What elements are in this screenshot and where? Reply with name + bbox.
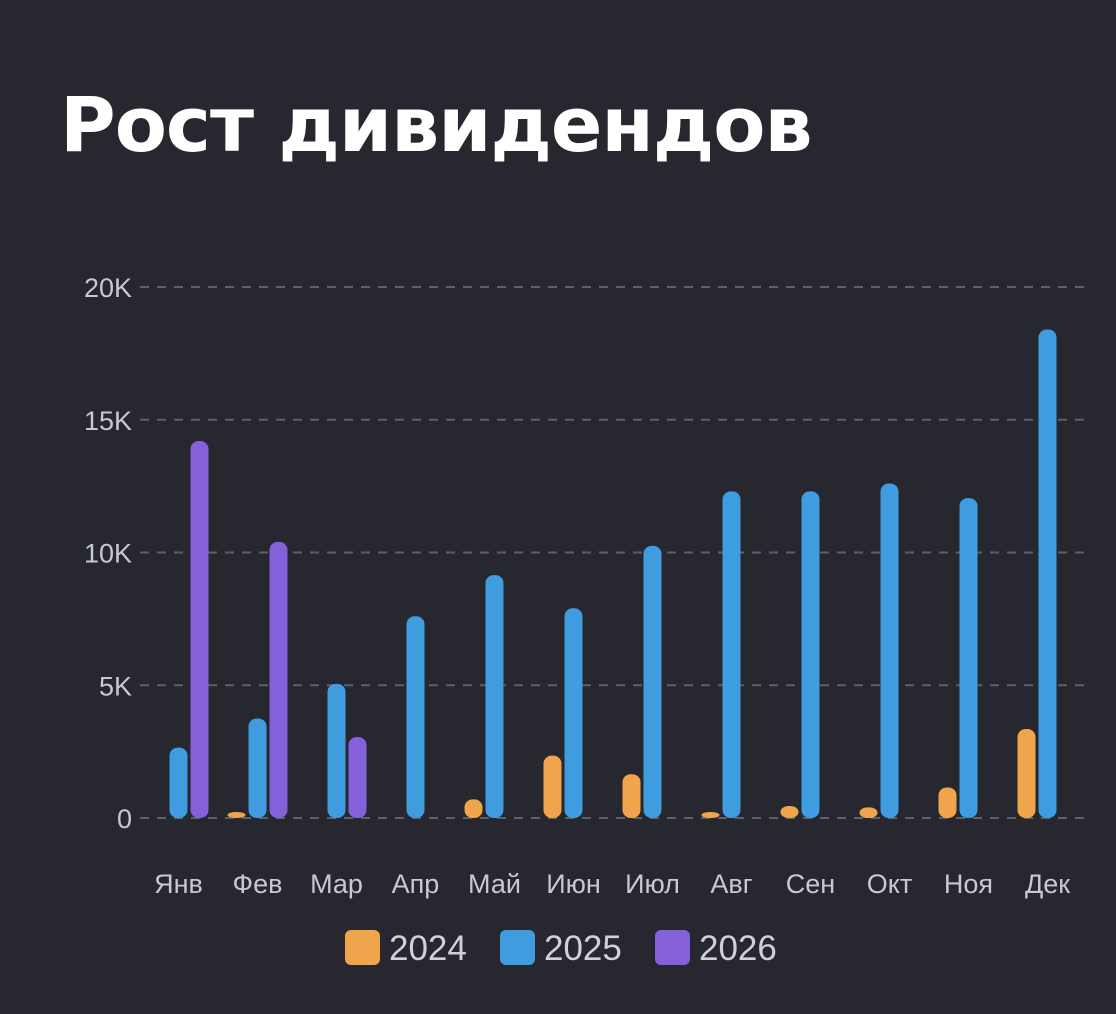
y-tick-label: 0 (117, 804, 132, 834)
x-tick-label: Апр (392, 869, 440, 899)
x-tick-label: Авг (710, 869, 752, 899)
x-tick-label: Янв (154, 869, 203, 899)
bar-2024-Июн (543, 755, 562, 818)
bar-2024-Июл (622, 774, 641, 818)
x-tick-label: Фев (233, 869, 283, 899)
bar-2025-Дек (1038, 329, 1057, 818)
x-tick-label: Июн (546, 869, 601, 899)
y-axis-ticks: 0 5K 10K 15K 20K (84, 273, 132, 834)
legend-item-2026[interactable]: 2026 (655, 929, 777, 968)
legend-item-2025[interactable]: 2025 (500, 929, 622, 968)
legend-swatch (345, 930, 380, 965)
x-tick-label: Ноя (944, 869, 993, 899)
bar-2025-Авг (722, 491, 741, 818)
bar-2024-Май (464, 799, 483, 818)
bar-2024-Ноя (938, 787, 957, 818)
x-tick-label: Мар (310, 869, 363, 899)
bar-2025-Ноя (959, 498, 978, 818)
bar-2026-Янв (190, 440, 209, 818)
bar-2025-Сен (801, 491, 820, 818)
y-tick-label: 20K (84, 273, 132, 303)
bars (169, 329, 1057, 818)
x-tick-label: Май (468, 869, 521, 899)
legend-label: 2024 (389, 929, 467, 968)
bar-2025-Апр (406, 616, 425, 818)
legend-label: 2025 (544, 929, 622, 968)
bar-2025-Окт (880, 483, 899, 818)
grid-lines (140, 286, 1088, 819)
bar-2025-Июл (643, 545, 662, 818)
x-tick-label: Окт (867, 869, 912, 899)
x-tick-label: Сен (786, 869, 835, 899)
legend: 2024 2025 2026 (345, 929, 777, 968)
legend-swatch (500, 930, 535, 965)
bar-2025-Мар (327, 683, 346, 818)
bar-2026-Фев (269, 541, 288, 818)
bar-2025-Фев (248, 718, 267, 818)
bar-2024-Фев (227, 812, 246, 818)
bar-2024-Сен (780, 806, 799, 818)
bar-2026-Мар (348, 737, 367, 818)
bar-2024-Авг (701, 812, 720, 818)
bar-2025-Янв (169, 747, 188, 818)
y-tick-label: 5K (99, 671, 132, 701)
y-tick-label: 10K (84, 539, 132, 569)
bar-2025-Май (485, 575, 504, 818)
x-axis-ticks: Янв Фев Мар Апр Май Июн Июл Авг Сен Окт Ноя Дек (154, 869, 1070, 899)
bar-2025-Июн (564, 608, 583, 818)
legend-item-2024[interactable]: 2024 (345, 929, 467, 968)
legend-swatch (655, 930, 690, 965)
legend-label: 2026 (699, 929, 777, 968)
chart-title: Рост дивидендов (60, 80, 813, 169)
x-tick-label: Июл (625, 869, 680, 899)
x-tick-label: Дек (1025, 869, 1070, 899)
y-tick-label: 15K (84, 406, 132, 436)
bar-2024-Дек (1017, 729, 1036, 818)
bar-2024-Окт (859, 807, 878, 818)
